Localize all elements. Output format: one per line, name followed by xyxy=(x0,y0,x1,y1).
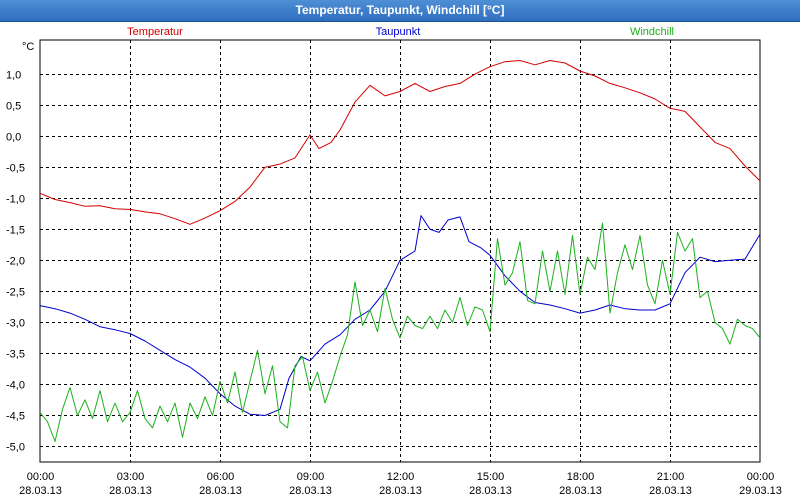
x-tick-date-label: 28.03.13 xyxy=(19,485,62,497)
x-tick-time-label: 12:00 xyxy=(387,471,415,483)
x-tick-time-label: 09:00 xyxy=(297,471,325,483)
x-tick-time-label: 18:00 xyxy=(567,471,595,483)
x-tick-date-label: 28.03.13 xyxy=(559,485,602,497)
y-tick-label: -2,0 xyxy=(6,256,25,268)
y-tick-label: -2,5 xyxy=(6,287,25,299)
legend-label-windchill: Windchill xyxy=(630,26,674,38)
y-tick-label: -1,0 xyxy=(6,194,25,206)
x-tick-date-label: 28.03.13 xyxy=(199,485,242,497)
y-tick-label: 0,0 xyxy=(6,132,21,144)
y-tick-label: -5,0 xyxy=(6,442,25,454)
legend-label-taupunkt: Taupunkt xyxy=(376,26,421,38)
y-tick-label: -3,5 xyxy=(6,349,25,361)
y-axis-unit-label: °C xyxy=(22,41,34,53)
x-tick-time-label: 15:00 xyxy=(477,471,505,483)
y-tick-label: -4,5 xyxy=(6,411,25,423)
x-tick-date-label: 28.03.13 xyxy=(109,485,152,497)
x-tick-time-label: 21:00 xyxy=(657,471,685,483)
window-title: Temperatur, Taupunkt, Windchill [°C] xyxy=(0,0,800,22)
x-tick-time-label: 06:00 xyxy=(207,471,235,483)
x-tick-date-label: 28.03.13 xyxy=(469,485,512,497)
series-line-taupunkt xyxy=(39,215,761,416)
legend-label-temperatur: Temperatur xyxy=(127,26,183,38)
x-tick-date-label: 28.03.13 xyxy=(379,485,422,497)
y-tick-label: -3,0 xyxy=(6,318,25,330)
x-tick-time-label: 00:00 xyxy=(27,471,55,483)
y-tick-label: -0,5 xyxy=(6,163,25,175)
x-tick-time-label: 00:00 xyxy=(747,471,775,483)
y-tick-label: 0,5 xyxy=(6,101,21,113)
x-tick-date-label: 29.03.13 xyxy=(739,485,782,497)
series-line-temperatur xyxy=(39,60,761,225)
x-tick-time-label: 03:00 xyxy=(117,471,145,483)
y-tick-label: -4,0 xyxy=(6,380,25,392)
y-tick-label: 1,0 xyxy=(6,70,21,82)
x-tick-date-label: 28.03.13 xyxy=(289,485,332,497)
x-tick-date-label: 28.03.13 xyxy=(649,485,692,497)
y-tick-label: -1,5 xyxy=(6,225,25,237)
series-line-windchill xyxy=(39,222,761,442)
